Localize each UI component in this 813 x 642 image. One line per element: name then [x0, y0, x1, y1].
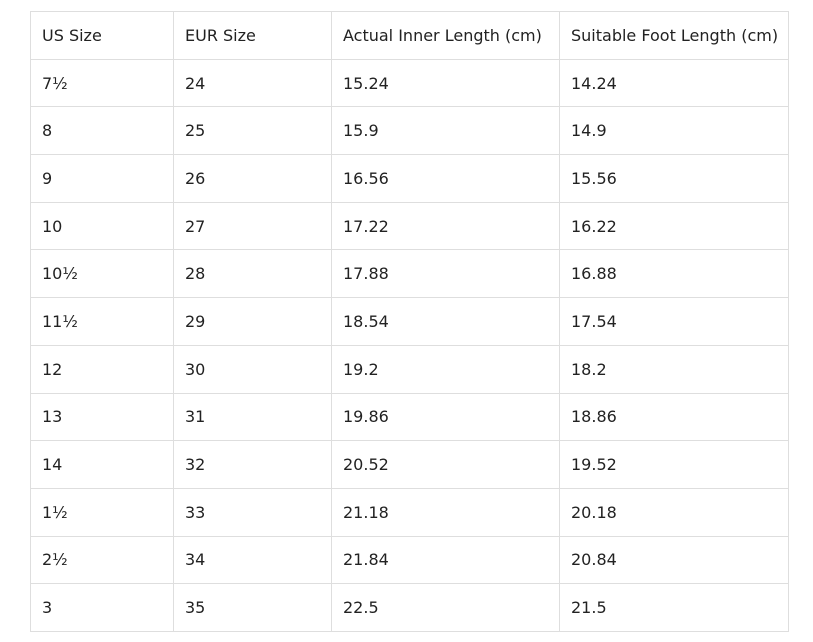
table-row: 10½ 28 17.88 16.88 — [30, 249, 789, 299]
table-row: 1½ 33 21.18 20.18 — [30, 487, 789, 537]
inner-length-cell: 17.22 — [331, 201, 560, 251]
us-size-cell: 12 — [30, 344, 174, 394]
header-row: US Size EUR Size Actual Inner Length (cm… — [30, 11, 789, 60]
us-size-cell: 14 — [30, 440, 174, 489]
table-row: 13 31 19.86 18.86 — [30, 392, 789, 442]
us-size-cell: 3 — [30, 583, 174, 632]
us-size-cell: 10 — [30, 201, 174, 251]
table-row: 3 35 22.5 21.5 — [30, 583, 789, 632]
foot-length-cell: 18.2 — [559, 344, 789, 394]
eur-size-cell: 24 — [173, 58, 332, 108]
table-row: 9 26 16.56 15.56 — [30, 154, 789, 203]
header-foot-length: Suitable Foot Length (cm) — [559, 11, 789, 60]
header-eur-size: EUR Size — [173, 11, 332, 60]
inner-length-cell: 20.52 — [331, 440, 560, 489]
eur-size-cell: 25 — [173, 106, 332, 156]
us-size-cell: 8 — [30, 106, 174, 156]
eur-size-cell: 33 — [173, 487, 332, 537]
inner-length-cell: 21.84 — [331, 535, 560, 585]
foot-length-cell: 21.5 — [559, 583, 789, 632]
table-row: 12 30 19.2 18.2 — [30, 344, 789, 394]
eur-size-cell: 28 — [173, 249, 332, 299]
us-size-cell: 11½ — [30, 297, 174, 346]
us-size-cell: 2½ — [30, 535, 174, 585]
table-row: 14 32 20.52 19.52 — [30, 440, 789, 489]
inner-length-cell: 17.88 — [331, 249, 560, 299]
eur-size-cell: 31 — [173, 392, 332, 442]
foot-length-cell: 16.88 — [559, 249, 789, 299]
us-size-cell: 7½ — [30, 58, 174, 108]
us-size-cell: 1½ — [30, 487, 174, 537]
foot-length-cell: 15.56 — [559, 154, 789, 203]
eur-size-cell: 27 — [173, 201, 332, 251]
eur-size-cell: 29 — [173, 297, 332, 346]
foot-length-cell: 20.18 — [559, 487, 789, 537]
eur-size-cell: 32 — [173, 440, 332, 489]
header-inner-length: Actual Inner Length (cm) — [331, 11, 560, 60]
inner-length-cell: 19.86 — [331, 392, 560, 442]
size-chart-table: US Size EUR Size Actual Inner Length (cm… — [30, 11, 789, 632]
inner-length-cell: 15.9 — [331, 106, 560, 156]
table-row: 10 27 17.22 16.22 — [30, 201, 789, 251]
us-size-cell: 13 — [30, 392, 174, 442]
foot-length-cell: 17.54 — [559, 297, 789, 346]
eur-size-cell: 26 — [173, 154, 332, 203]
inner-length-cell: 16.56 — [331, 154, 560, 203]
table-row: 8 25 15.9 14.9 — [30, 106, 789, 156]
table-row: 7½ 24 15.24 14.24 — [30, 58, 789, 108]
inner-length-cell: 22.5 — [331, 583, 560, 632]
foot-length-cell: 20.84 — [559, 535, 789, 585]
eur-size-cell: 34 — [173, 535, 332, 585]
us-size-cell: 9 — [30, 154, 174, 203]
table-row: 2½ 34 21.84 20.84 — [30, 535, 789, 585]
foot-length-cell: 18.86 — [559, 392, 789, 442]
inner-length-cell: 15.24 — [331, 58, 560, 108]
eur-size-cell: 35 — [173, 583, 332, 632]
inner-length-cell: 19.2 — [331, 344, 560, 394]
foot-length-cell: 16.22 — [559, 201, 789, 251]
us-size-cell: 10½ — [30, 249, 174, 299]
eur-size-cell: 30 — [173, 344, 332, 394]
inner-length-cell: 21.18 — [331, 487, 560, 537]
inner-length-cell: 18.54 — [331, 297, 560, 346]
table-row: 11½ 29 18.54 17.54 — [30, 297, 789, 346]
foot-length-cell: 14.9 — [559, 106, 789, 156]
foot-length-cell: 14.24 — [559, 58, 789, 108]
header-us-size: US Size — [30, 11, 174, 60]
foot-length-cell: 19.52 — [559, 440, 789, 489]
